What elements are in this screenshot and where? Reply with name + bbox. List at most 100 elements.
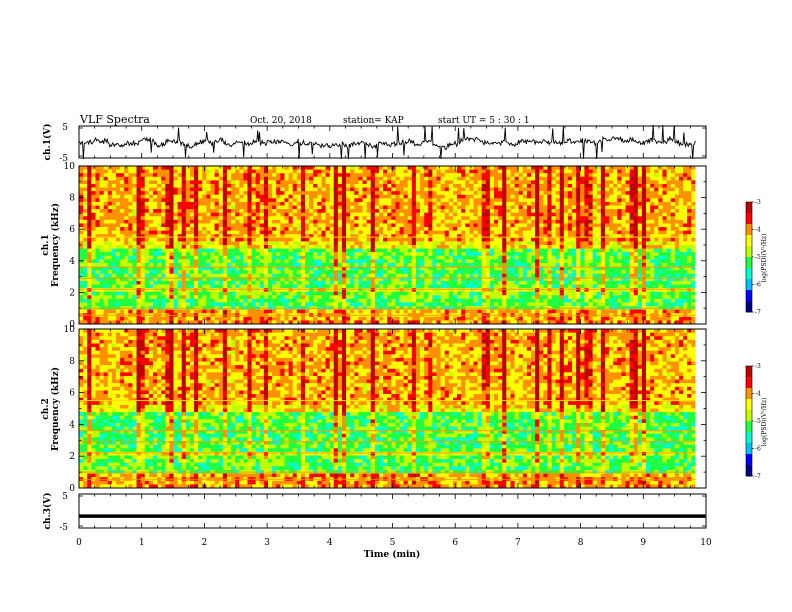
ch1-spectrogram-cell xyxy=(354,316,359,321)
ch1-spectrogram-cell xyxy=(428,270,433,275)
ch1-spectrogram-cell xyxy=(124,255,129,260)
ch1-spectrogram-cell xyxy=(502,209,507,214)
ch1-spectrogram-cell xyxy=(111,201,117,206)
ch1-spectrogram-cell xyxy=(103,169,109,174)
ch1-spectrogram-cell xyxy=(469,255,474,260)
ch1-spectrogram-cell xyxy=(251,266,257,271)
ch1-spectrogram-cell xyxy=(124,173,129,178)
ch1-spectrogram-cell xyxy=(128,302,133,307)
ch1-spectrogram-cell xyxy=(358,316,363,321)
ch1-spectrogram-cell xyxy=(157,169,162,174)
ch1-ytick-bottom: -5 xyxy=(59,154,68,164)
ch1-spectrogram-cell xyxy=(333,212,339,217)
ch1-spectrogram-cell xyxy=(543,180,548,185)
ch1-spectrogram-cell xyxy=(140,248,146,253)
ch1-spectrogram-cell xyxy=(136,252,142,257)
ch1-spectrogram-cell xyxy=(329,288,335,293)
ch1-spectrogram-cell xyxy=(539,209,544,214)
ch1-spectrogram-cell xyxy=(251,169,257,174)
ch1-spectrogram-cell xyxy=(136,298,142,303)
ch1-spectrogram-cell xyxy=(280,205,285,210)
ch1-spectrogram-cell xyxy=(444,223,450,228)
ch1-spectrogram-cell xyxy=(370,248,376,253)
ch1-spectrogram-cell xyxy=(263,277,269,282)
ch1-spectrogram-cell xyxy=(383,237,388,242)
ch1-spectrogram-cell xyxy=(539,166,544,170)
ch1-spectrogram-cell xyxy=(518,273,524,278)
ch1-spectrogram-cell xyxy=(543,194,548,199)
ch1-spectrogram-cell xyxy=(161,259,166,264)
ch1-spectrogram-cell xyxy=(489,187,495,192)
ch1-spectrogram-cell xyxy=(337,216,343,221)
ch1-spectrogram-cell xyxy=(530,169,536,174)
ch1-spectrogram-cell xyxy=(218,298,224,303)
ch1-spectrogram-cell xyxy=(489,176,495,181)
ch1-spectrogram-cell xyxy=(79,223,84,228)
ch1-spectrogram-cell xyxy=(292,212,298,217)
ch1-spectrogram-cell xyxy=(148,198,154,203)
ch1-spectrogram-cell xyxy=(526,280,532,285)
ch1-spectrogram-cell xyxy=(510,234,515,239)
ch1-spectrogram-cell xyxy=(95,255,100,260)
ch1-spectrogram-cell xyxy=(407,284,413,289)
ch1-spectrogram-cell xyxy=(189,183,195,188)
ch1-spectrogram-cell xyxy=(370,255,376,260)
ch1-spectrogram-cell xyxy=(111,316,117,321)
ch1-spectrogram-cell xyxy=(420,288,425,293)
ch1-spectrogram-cell xyxy=(387,216,392,221)
ch1-spectrogram-cell xyxy=(107,255,113,260)
ch1-spectrogram-cell xyxy=(485,205,491,210)
ch1-spectrogram-cell xyxy=(177,316,183,321)
ch1-spectrogram-cell xyxy=(321,280,326,285)
ch1-spectrogram-cell xyxy=(300,166,306,170)
ch1-spectrogram-cell xyxy=(444,191,450,196)
ch1-spectrogram-cell xyxy=(395,198,400,203)
ch1-spectrogram-cell xyxy=(136,201,142,206)
ch1-spectrogram-cell xyxy=(218,309,224,314)
ch1-spectrogram-cell xyxy=(374,252,380,257)
ch1-spectrogram-cell xyxy=(518,280,524,285)
ch1-spectrogram-cell xyxy=(169,216,174,221)
ch1-spectrogram-cell xyxy=(399,166,405,170)
ch1-spectrogram-cell xyxy=(259,280,265,285)
ch1-spectrogram-cell xyxy=(95,191,100,196)
ch1-spectrogram-cell xyxy=(530,245,536,249)
ch1-spectrogram-cell xyxy=(194,223,199,228)
ch1-spectrogram-cell xyxy=(461,198,466,203)
ch1-spectrogram-cell xyxy=(157,252,162,257)
ch1-spectrogram-cell xyxy=(218,262,224,267)
ch1-spectrogram-cell xyxy=(489,166,495,170)
ch1-spectrogram-cell xyxy=(173,309,179,314)
ch1-spectrogram-cell xyxy=(378,273,384,278)
ch1-spectrogram-cell xyxy=(469,205,474,210)
ch1-spectrogram-cell xyxy=(296,302,302,307)
ch1-spectrogram-cell xyxy=(251,237,257,242)
ch1-spectrogram-cell xyxy=(169,288,174,293)
ch1-spectrogram-cell xyxy=(374,295,380,300)
ch1-spectrogram-cell xyxy=(358,245,363,249)
ch1-spectrogram-cell xyxy=(95,227,100,232)
ch1-spectrogram-cell xyxy=(95,219,100,224)
ch1-spectrogram-cell xyxy=(498,169,503,174)
ch1-spectrogram-cell xyxy=(444,198,450,203)
ch1-spectrogram-cell xyxy=(218,234,224,239)
ch1-spectrogram-cell xyxy=(448,248,454,253)
ch1-spectrogram-cell xyxy=(457,248,462,253)
ch1-spectrogram-cell xyxy=(255,255,261,260)
ch1-spectrogram-cell xyxy=(292,194,298,199)
ch1-spectrogram-cell xyxy=(231,209,236,214)
ch1-spectrogram-cell xyxy=(465,270,470,275)
ch1-spectrogram-cell xyxy=(329,248,335,253)
ch1-spectrogram-cell xyxy=(366,241,372,246)
ch1-spectrogram-cell xyxy=(272,291,277,296)
ch1-spectrogram-cell xyxy=(403,216,409,221)
ch1-spectrogram-cell xyxy=(272,237,277,242)
ch1-spectrogram-cell xyxy=(231,216,236,221)
ch1-spectrogram-cell xyxy=(124,288,129,293)
ch1-spectrogram-cell xyxy=(420,187,425,192)
ch1-spectrogram-cell xyxy=(489,277,495,282)
ch1-spectrogram-cell xyxy=(173,205,179,210)
ch1-spectrogram-cell xyxy=(99,259,105,264)
ch1-spectrogram-cell xyxy=(333,284,339,289)
ch1-spectrogram-cell xyxy=(366,191,372,196)
